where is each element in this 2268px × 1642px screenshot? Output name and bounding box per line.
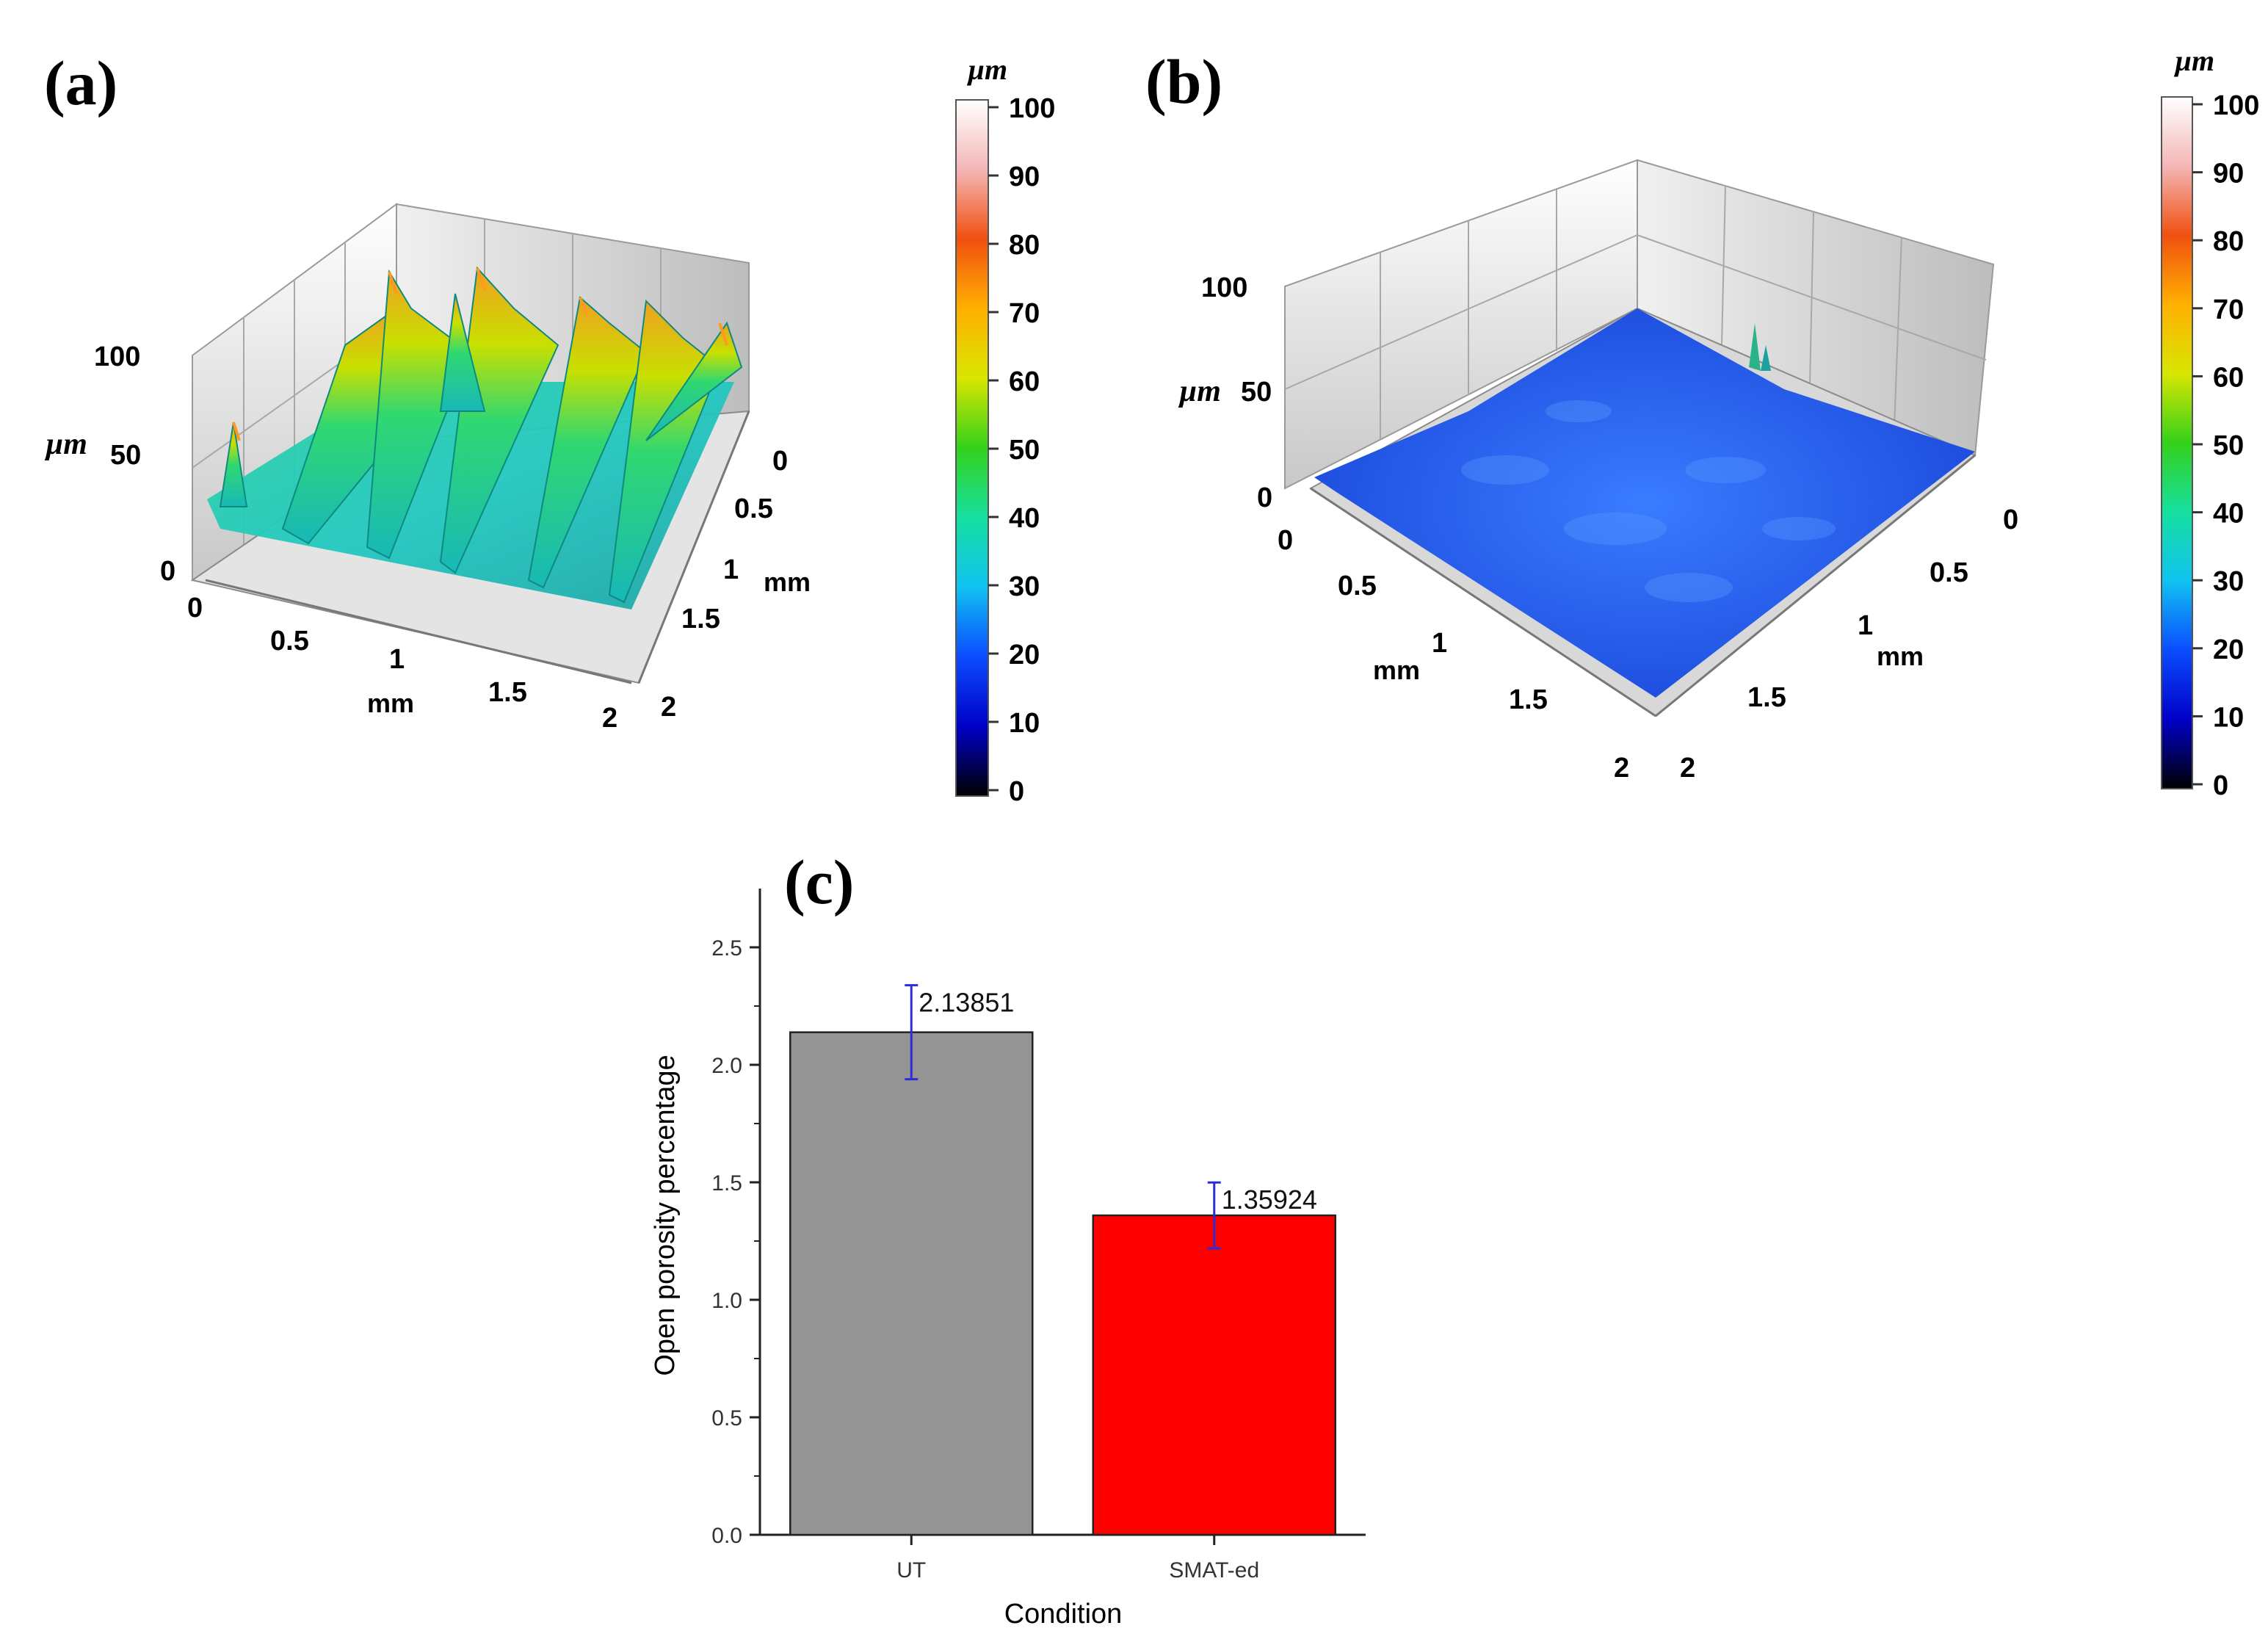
panel-b-colorbar-unit: µm [2173, 44, 2214, 77]
panel-b-surface [1314, 308, 1975, 698]
panel-a-colorbar-tick-label: 0 [1009, 776, 1024, 807]
panel-a-colorbar-tick-label: 60 [1009, 366, 1040, 397]
panel-a-z-tick-100: 100 [94, 341, 140, 372]
chart-ylabel: Open porosity percentage [650, 1055, 681, 1375]
panel-a-x-tick-0: 0 [187, 593, 203, 623]
panel-a-colorbar-unit: µm [966, 53, 1007, 86]
panel-b-colorbar: µm 0 10 20 30 40 50 60 70 80 90 100 [2161, 44, 2259, 801]
panel-b-x-tick-1-5: 1.5 [1509, 684, 1548, 715]
bar-value-label: 1.35924 [1222, 1185, 1317, 1215]
panel-a-label: (a) [44, 48, 117, 118]
panel-b-y-axis-line [1655, 454, 1976, 717]
panel-a-x-unit: mm [367, 688, 414, 718]
panel-a-x-tick-2: 2 [602, 703, 617, 734]
panel-a-colorbar-tick-label: 100 [1009, 93, 1055, 124]
panel-a-y-tick-1: 1 [723, 554, 739, 585]
panel-a-y-tick-0-5: 0.5 [734, 493, 773, 524]
panel-b-x-tick-2: 2 [1614, 753, 1629, 784]
panel-a-colorbar-tick-label: 40 [1009, 503, 1040, 534]
panel-a-y-axis-line [637, 410, 750, 684]
panel-a-colorbar-tick-label: 90 [1009, 162, 1040, 192]
chart-x-tick-label: SMAT-ed [1169, 1558, 1259, 1583]
panel-b-colorbar-ramp [2161, 96, 2193, 789]
panel-a-colorbar-tick-label: 30 [1009, 571, 1040, 602]
panel-a-z-tick-0: 0 [160, 556, 175, 587]
panel-b-colorbar-tick-label: 0 [2213, 770, 2228, 801]
panel-b-x-axis-line [1310, 487, 1656, 717]
chart-y-tick-label: 0.0 [711, 1524, 742, 1548]
panel-a-colorbar: µm 0 10 20 30 40 50 60 70 80 90 100 [955, 53, 1055, 807]
bar-value-label: 2.13851 [919, 988, 1014, 1018]
chart-x-tick-label: UT [896, 1558, 926, 1583]
panel-a-x-axis-line [205, 579, 632, 684]
panel-b-z-tick-50: 50 [1241, 377, 1272, 408]
chart-y-tick-label: 0.5 [711, 1406, 742, 1431]
panel-b-wall-grid [1284, 185, 1987, 439]
panel-b-x-tick-0-5: 0.5 [1338, 571, 1377, 601]
panel-b-colorbar-tick-label: 20 [2213, 634, 2244, 665]
panel-b-y-tick-1: 1 [1858, 610, 1873, 641]
panel-a-y-unit: mm [764, 567, 811, 597]
panel-a-colorbar-tick-label: 70 [1009, 298, 1040, 329]
panel-a-x-tick-1-5: 1.5 [488, 677, 527, 708]
panel-b-surface-plot: (b) 100 50 0 µm [1145, 44, 2259, 801]
panel-b-label: (b) [1145, 46, 1222, 117]
panel-b-colorbar-tick-label: 10 [2213, 702, 2244, 733]
panel-c-label: (c) [784, 847, 854, 917]
panel-c-bar-chart: (c) 0.0 0.5 1.0 1.5 2.0 2.5 2.13851 UT 1.35924 SM… [650, 847, 1366, 1630]
panel-a-y-tick-0: 0 [772, 446, 788, 477]
panel-b-y-tick-1-5: 1.5 [1747, 682, 1786, 713]
panel-a-ridge-highlights [232, 267, 728, 441]
panel-b-colorbar-tick-label: 70 [2213, 294, 2244, 325]
panel-b-x-unit: mm [1373, 655, 1420, 685]
chart-y-tick-label: 1.0 [711, 1289, 742, 1313]
panel-a-y-tick-2: 2 [661, 692, 676, 723]
panel-a-colorbar-tick-label: 10 [1009, 708, 1040, 739]
panel-a-z-tick-50: 50 [110, 440, 141, 471]
panel-b-colorbar-tick-label: 50 [2213, 430, 2244, 461]
panel-a-x-tick-0-5: 0.5 [270, 626, 309, 657]
panel-b-y-tick-0-5: 0.5 [1930, 557, 1968, 588]
panel-a-y-tick-1-5: 1.5 [681, 604, 720, 634]
chart-y-tick-label: 2.0 [711, 1054, 742, 1078]
bar-smat-ed [1092, 1214, 1336, 1536]
panel-a-z-unit: µm [44, 427, 87, 461]
panel-a-colorbar-tick-label: 20 [1009, 640, 1040, 670]
panel-b-x-tick-0: 0 [1278, 525, 1293, 556]
chart-y-tick-label: 1.5 [711, 1171, 742, 1196]
panel-b-y-tick-2: 2 [1680, 753, 1695, 784]
panel-b-colorbar-tick-label: 100 [2213, 90, 2259, 121]
error-bar-smat-ed [1207, 1181, 1221, 1250]
panel-a-ridges [219, 266, 743, 604]
panel-b-colorbar-tick-label: 30 [2213, 566, 2244, 597]
error-bar-ut [905, 984, 919, 1081]
panel-a-x-tick-1: 1 [389, 644, 405, 675]
panel-b-y-unit: mm [1877, 641, 1924, 671]
panel-a-colorbar-tick-label: 80 [1009, 230, 1040, 261]
panel-b-colorbar-tick-label: 40 [2213, 499, 2244, 529]
panel-b-colorbar-tick-label: 90 [2213, 159, 2244, 189]
panel-b-colorbar-tick-label: 80 [2213, 226, 2244, 257]
panel-a-surface-plot: (a) [44, 48, 1055, 807]
panel-b-z-unit: µm [1178, 375, 1221, 408]
bar-ut [789, 1031, 1034, 1536]
panel-a-colorbar-ramp [955, 99, 989, 797]
panel-a-colorbar-tick-label: 50 [1009, 435, 1040, 466]
panel-b-surface-texture [1461, 400, 1836, 602]
panel-b-z-tick-100: 100 [1201, 272, 1247, 303]
chart-xlabel: Condition [1004, 1599, 1123, 1630]
chart-y-tick-label: 2.5 [711, 936, 742, 961]
panel-b-spike [1749, 323, 1771, 371]
panel-b-x-tick-1: 1 [1432, 628, 1447, 659]
panel-b-z-tick-0: 0 [1257, 482, 1272, 513]
panel-b-colorbar-tick-label: 60 [2213, 362, 2244, 393]
panel-b-y-tick-0: 0 [2003, 504, 2018, 535]
